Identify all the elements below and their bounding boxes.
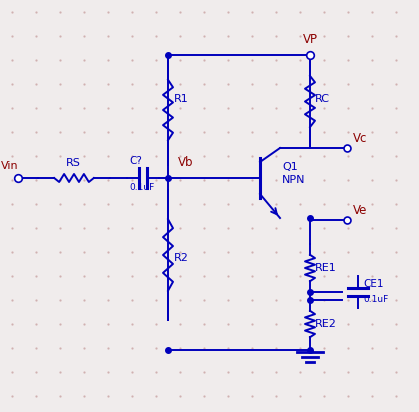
Text: RS: RS [66, 158, 81, 168]
Text: 0.1uF: 0.1uF [129, 183, 154, 192]
Text: R1: R1 [174, 94, 189, 104]
Text: Q1: Q1 [282, 162, 298, 172]
Text: 0.1uF: 0.1uF [363, 295, 388, 304]
Text: C?: C? [129, 156, 142, 166]
Text: NPN: NPN [282, 175, 305, 185]
Text: Vb: Vb [178, 156, 194, 169]
Text: RE1: RE1 [315, 263, 337, 273]
Text: VP: VP [303, 33, 318, 46]
Text: R2: R2 [174, 253, 189, 263]
Text: Vc: Vc [353, 132, 367, 145]
Text: CE1: CE1 [363, 279, 383, 289]
Text: RE2: RE2 [315, 319, 337, 329]
Text: RC: RC [315, 94, 330, 103]
Text: Vin: Vin [1, 161, 18, 171]
Text: Ve: Ve [353, 204, 367, 217]
